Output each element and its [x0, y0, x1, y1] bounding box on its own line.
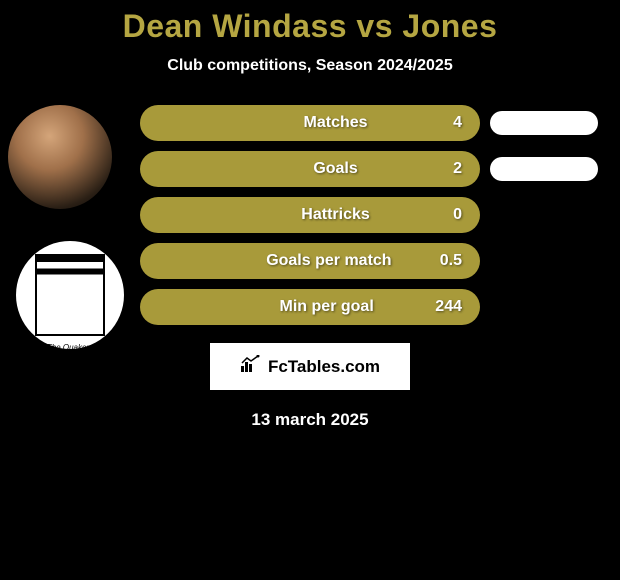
subtitle: Club competitions, Season 2024/2025 — [0, 57, 620, 75]
stat-row: Matches4 — [140, 105, 615, 141]
stat-row: Goals per match0.5 — [140, 243, 615, 279]
club-crest: The Quakers — [16, 241, 124, 349]
comparison-pill — [490, 111, 598, 135]
stats-area: Matches4Goals2Hattricks0Goals per match0… — [140, 105, 615, 325]
page-title: Dean Windass vs Jones — [0, 8, 620, 45]
stat-label: Min per goal — [218, 298, 435, 316]
stat-row: Hattricks0 — [140, 197, 615, 233]
stat-label: Goals — [218, 160, 453, 178]
stat-value: 0.5 — [440, 252, 462, 270]
attribution-text: FcTables.com — [268, 357, 380, 377]
stat-label: Matches — [218, 114, 453, 132]
stat-pill: Matches4 — [140, 105, 480, 141]
crest-label: The Quakers — [27, 343, 113, 352]
stat-pill: Min per goal244 — [140, 289, 480, 325]
date-line: 13 march 2025 — [0, 410, 620, 430]
attribution-box: FcTables.com — [210, 343, 410, 390]
stat-pill: Goals per match0.5 — [140, 243, 480, 279]
stat-label: Goals per match — [218, 252, 440, 270]
stat-row: Goals2 — [140, 151, 615, 187]
stat-value: 2 — [453, 160, 462, 178]
stat-pill: Hattricks0 — [140, 197, 480, 233]
main-container: Dean Windass vs Jones Club competitions,… — [0, 0, 620, 580]
stat-value: 4 — [453, 114, 462, 132]
player-avatar — [8, 105, 112, 209]
chart-icon — [240, 355, 262, 378]
stat-value: 0 — [453, 206, 462, 224]
comparison-pill — [490, 157, 598, 181]
content-area: The Quakers Matches4Goals2Hattricks0Goal… — [0, 105, 620, 325]
crest-shield: The Quakers — [35, 254, 105, 336]
stat-pill: Goals2 — [140, 151, 480, 187]
stat-row: Min per goal244 — [140, 289, 615, 325]
stat-label: Hattricks — [218, 206, 453, 224]
stat-value: 244 — [435, 298, 462, 316]
